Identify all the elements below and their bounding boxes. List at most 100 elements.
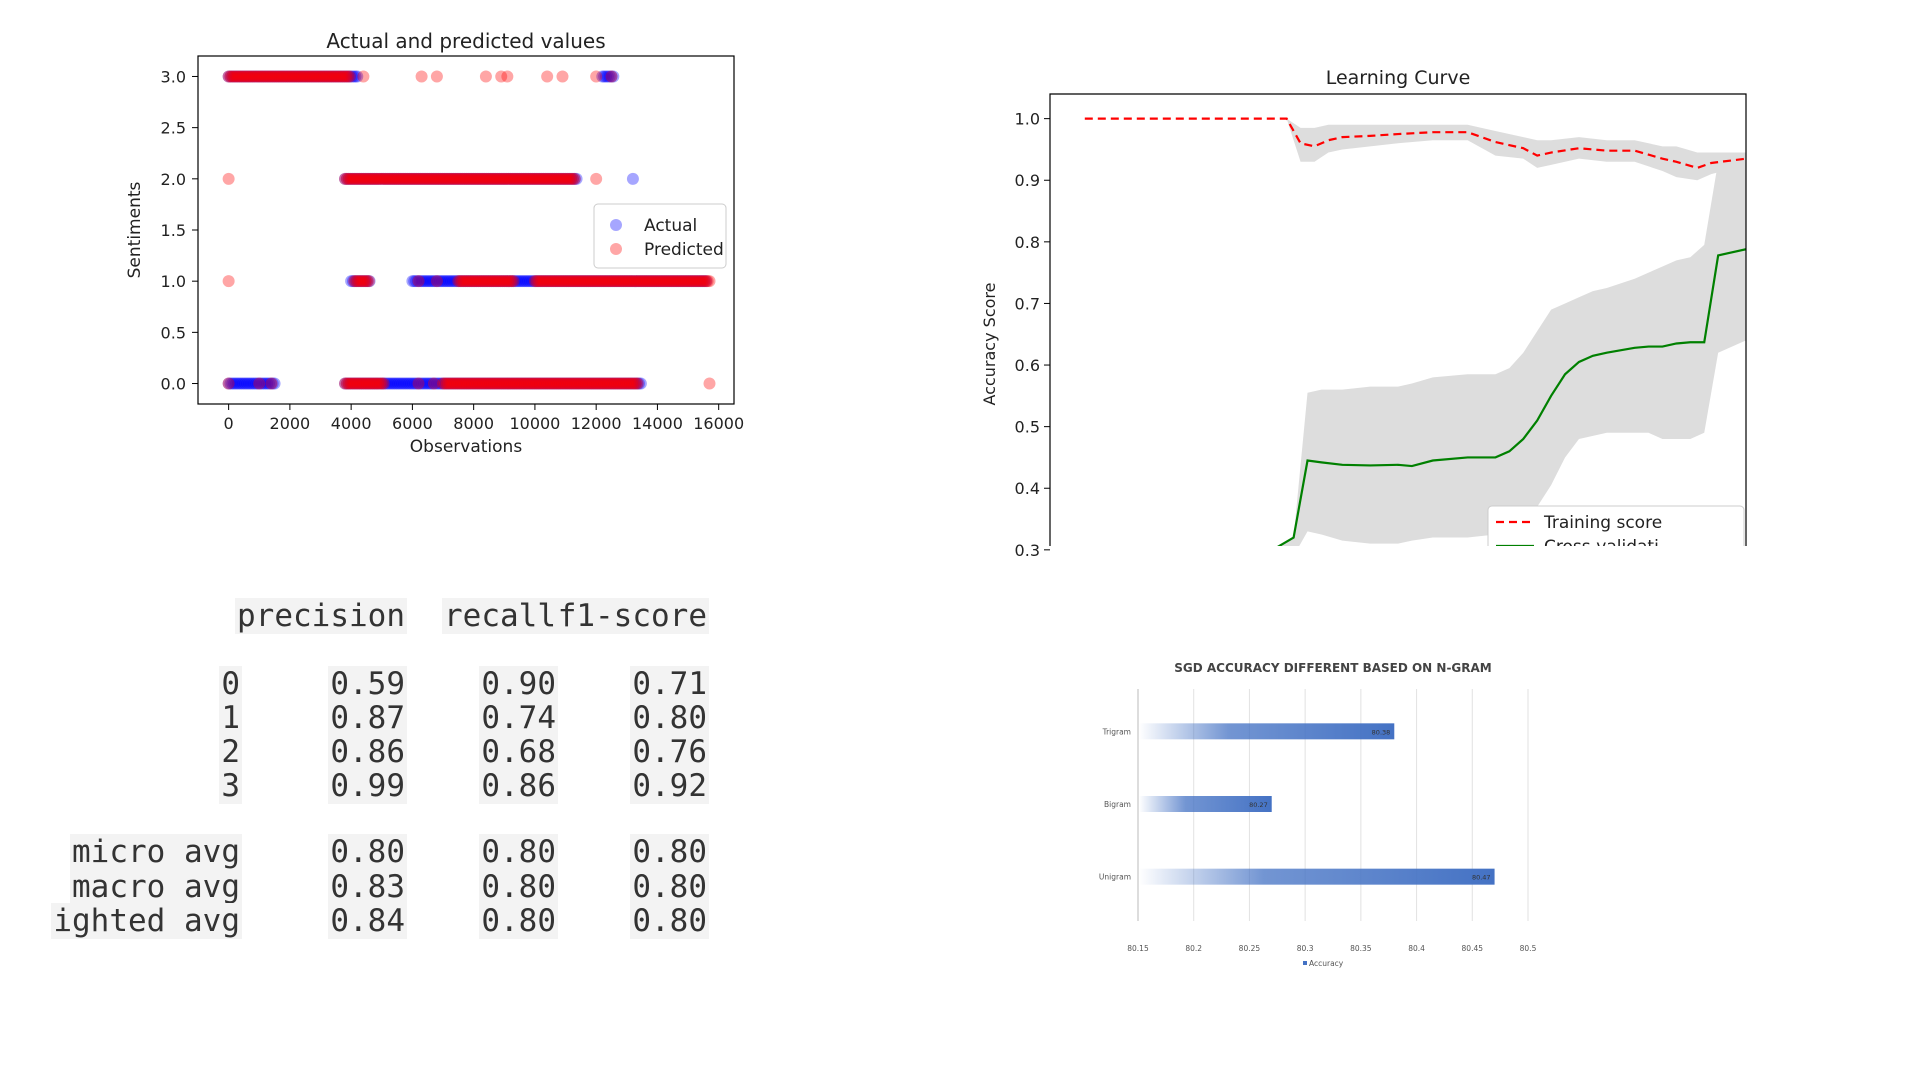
scatter-point-predicted [584,377,597,390]
scatter-point-predicted [560,377,573,390]
scatter-point-actual [676,275,689,288]
scatter-point-actual [460,377,473,390]
scatter-point-actual [500,275,513,288]
scatter-point-predicted [465,275,478,288]
scatter-point-actual [416,377,429,390]
scatter-point-predicted [226,70,239,83]
scatter-point-actual [231,377,244,390]
scatter-point-actual [557,377,570,390]
scatter-point-actual [339,377,352,390]
scatter-point-actual [363,275,376,288]
table-cell: 0.86 [479,768,558,804]
scatter-point-predicted [353,172,366,185]
scatter-point-actual [307,70,320,83]
scatter-point-predicted [412,275,425,288]
scatter-point-actual [332,70,345,83]
scatter-point-predicted [571,275,584,288]
series-line [1084,117,1746,170]
scatter-point-actual [441,172,454,185]
scatter-point-predicted [277,70,290,83]
scatter-point-predicted [323,70,336,83]
scatter-point-predicted [475,377,488,390]
scatter-point-actual [482,172,495,185]
scatter-point-actual [505,275,518,288]
scatter-point-actual [629,377,642,390]
scatter-point-predicted [490,377,503,390]
scatter-point-predicted [408,172,421,185]
scatter-point-actual [235,70,248,83]
scatter-point-actual [233,377,246,390]
scatter-point-predicted [677,275,690,288]
scatter-point-predicted [279,70,292,83]
scatter-point-predicted [429,172,442,185]
table-cell: 0.59 [328,666,407,702]
scatter-point-predicted [419,172,432,185]
scatter-point-actual [233,70,246,83]
scatter-point-actual [403,172,416,185]
scatter-point-predicted [541,377,554,390]
table-cell: 0.99 [328,768,407,804]
scatter-point-actual [490,275,503,288]
scatter-point-predicted [666,275,679,288]
bar [1139,796,1272,812]
scatter-point-actual [411,275,424,288]
scatter-point-predicted [248,70,261,83]
scatter-point-predicted [578,275,591,288]
scatter-point-actual [531,172,544,185]
scatter-point-actual [226,377,239,390]
scatter-point-predicted [576,275,589,288]
scatter-point-predicted [377,377,390,390]
scatter-point-actual [401,172,414,185]
scatter-point-predicted [620,377,633,390]
scatter-point-actual [412,172,425,185]
scatter-point-actual [607,377,620,390]
table-header-cell: recall [442,598,558,634]
scatter-point-actual [351,172,364,185]
scatter-point-predicted [321,70,334,83]
scatter-point-predicted [453,377,466,390]
category-label: Trigram [1102,727,1131,736]
scatter-point-actual [682,275,695,288]
scatter-point-actual [487,377,500,390]
scatter-point-predicted [544,172,557,185]
scatter-point-actual [546,275,559,288]
scatter-point-actual [277,70,290,83]
y-tick-label: 0.7 [1015,294,1040,313]
scatter-point-actual [479,275,492,288]
chart-title: SGD ACCURACY DIFFERENT BASED ON N-GRAM [1174,661,1492,675]
scatter-point-predicted [390,172,403,185]
scatter-point-actual [399,377,412,390]
scatter-point-actual [463,377,476,390]
scatter-point-predicted [639,275,652,288]
scatter-point-actual [429,172,442,185]
scatter-point-actual [449,377,462,390]
scatter-point-actual [244,70,257,83]
scatter-point-actual [520,172,533,185]
scatter-point-actual [454,275,467,288]
scatter-point-actual [467,172,480,185]
scatter-point-predicted [504,172,517,185]
scatter-point-actual [548,377,561,390]
scatter-point-actual [605,377,618,390]
scatter-point-predicted [527,377,540,390]
scatter-point-actual [516,275,529,288]
y-tick-label: 0.0 [161,375,186,394]
scatter-point-predicted [407,172,420,185]
scatter-point-predicted [440,172,453,185]
scatter-point-actual [596,377,609,390]
scatter-point-predicted [528,172,541,185]
scatter-point-actual [314,70,327,83]
scatter-point-actual [639,275,652,288]
scatter-point-actual [610,377,623,390]
scatter-point-predicted [418,172,431,185]
scatter-point-predicted [508,377,521,390]
scatter-point-actual [557,172,570,185]
scatter-point-actual [394,172,407,185]
scatter-point-actual [350,172,363,185]
scatter-point-actual [620,377,633,390]
scatter-point-predicted [496,275,509,288]
scatter-point-actual [588,275,601,288]
bar [1139,868,1495,885]
scatter-point-actual [502,172,515,185]
scatter-point-predicted [449,172,462,185]
